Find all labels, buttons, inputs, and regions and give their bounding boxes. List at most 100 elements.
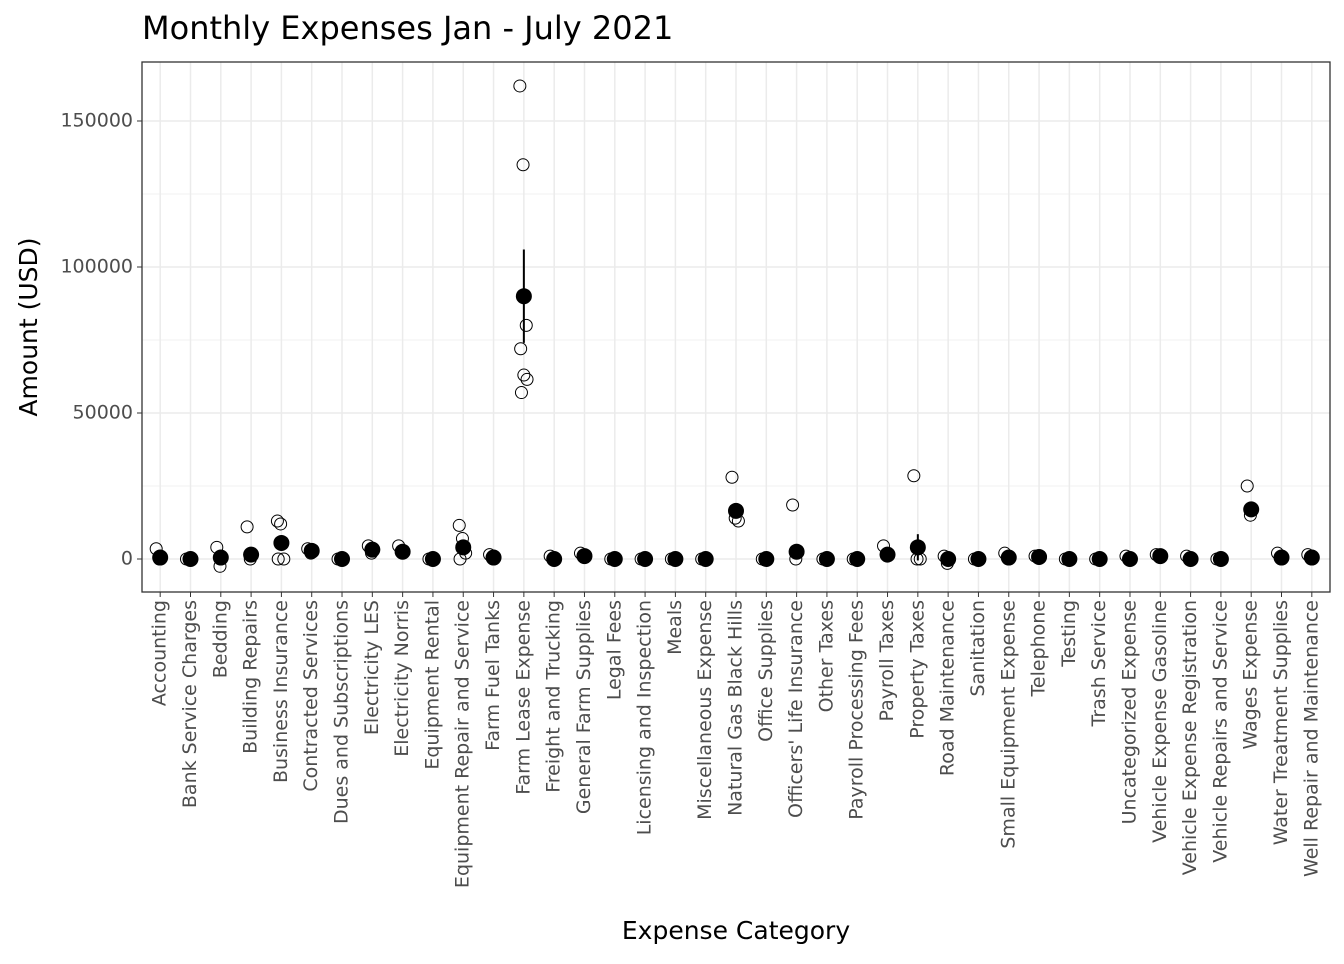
- x-tick-label: Small Equipment Expense: [997, 600, 1019, 849]
- mean-point: [546, 551, 563, 568]
- observation-point: [274, 517, 288, 531]
- x-tick-label: Uncategorized Expense: [1118, 600, 1140, 824]
- y-tick-label: 100000: [60, 255, 133, 277]
- observation-point: [270, 514, 284, 528]
- x-tick-label: Equipment Rental: [421, 600, 443, 770]
- x-tick-label: Telephone: [1028, 600, 1050, 698]
- x-tick-label: Legal Fees: [603, 600, 625, 700]
- mean-point: [970, 551, 987, 568]
- x-tick-label: General Farm Supplies: [573, 600, 595, 814]
- x-tick-label: Property Taxes: [906, 600, 928, 739]
- mean-point: [576, 548, 593, 565]
- mean-point: [1061, 551, 1078, 568]
- mean-point: [728, 502, 744, 519]
- x-tick-label: Office Supplies: [755, 600, 777, 742]
- x-tick-label: Business Insurance: [270, 600, 292, 783]
- x-tick-label: Farm Fuel Tanks: [482, 600, 504, 751]
- observation-point: [786, 498, 800, 512]
- observation-point: [514, 342, 528, 356]
- x-tick-label: Well Repair and Maintenance: [1300, 600, 1322, 877]
- mean-point: [334, 551, 351, 568]
- mean-point: [273, 534, 290, 551]
- x-tick-label: Equipment Repair and Service: [452, 600, 474, 888]
- mean-point: [667, 551, 684, 568]
- y-tick-label: 150000: [60, 109, 133, 131]
- y-axis-title: Amount (USD): [14, 237, 43, 416]
- mean-point: [303, 542, 320, 559]
- mean-point: [515, 288, 532, 305]
- mean-point: [364, 541, 381, 558]
- x-tick-label: Vehicle Expense Registration: [1179, 600, 1201, 875]
- x-tick-label: Other Taxes: [815, 600, 837, 712]
- mean-point: [637, 551, 654, 568]
- mean-point: [1000, 549, 1017, 566]
- x-tick-label: Sanitation: [967, 600, 989, 697]
- mean-point: [940, 551, 957, 568]
- mean-point: [849, 551, 866, 568]
- x-tick-label: Natural Gas Black Hills: [725, 600, 747, 816]
- mean-point: [485, 549, 502, 566]
- mean-point: [1182, 551, 1199, 568]
- observation-point: [452, 518, 466, 532]
- observation-point: [514, 386, 528, 400]
- mean-point: [152, 549, 169, 566]
- observation-point: [271, 552, 285, 566]
- mean-point: [394, 543, 411, 560]
- observation-point: [725, 470, 739, 484]
- mean-point: [1303, 549, 1320, 566]
- y-tick-label: 50000: [73, 401, 133, 423]
- mean-point: [788, 543, 805, 560]
- mean-point: [909, 539, 926, 556]
- x-tick-label: Accounting: [149, 600, 171, 706]
- x-tick-label: Electricity Norris: [391, 600, 413, 757]
- mean-point: [243, 546, 260, 563]
- x-tick-label: Road Maintenance: [937, 600, 959, 776]
- mean-point: [697, 551, 714, 568]
- mean-point: [1121, 551, 1138, 568]
- x-tick-label: Miscellaneous Expense: [694, 600, 716, 820]
- mean-point: [758, 551, 775, 568]
- mean-point: [1243, 501, 1260, 518]
- mean-point: [1031, 548, 1048, 565]
- x-tick-label: Licensing and Inspection: [634, 600, 656, 835]
- mean-point: [455, 539, 472, 556]
- observation-point: [517, 368, 531, 382]
- x-axis-title: Expense Category: [622, 916, 850, 945]
- x-tick-label: Testing: [1058, 600, 1080, 668]
- observation-point: [520, 372, 534, 386]
- x-tick-label: Trash Service: [1088, 600, 1110, 727]
- x-tick-label: Contracted Services: [300, 600, 322, 792]
- mean-point: [1212, 551, 1229, 568]
- observation-point: [1240, 479, 1254, 493]
- x-tick-label: Officers' Life Insurance: [785, 600, 807, 818]
- x-tick-label: Farm Lease Expense: [512, 600, 534, 795]
- chart-title: Monthly Expenses Jan - July 2021: [142, 9, 673, 47]
- mean-point: [182, 551, 199, 568]
- observation-point: [240, 520, 254, 534]
- x-tick-label: Freight and Trucking: [543, 600, 565, 793]
- observation-point: [907, 469, 921, 483]
- mean-point: [606, 551, 623, 568]
- mean-point: [879, 546, 896, 563]
- y-tick-label: 0: [121, 548, 133, 570]
- x-tick-label: Meals: [664, 600, 686, 655]
- observation-point: [516, 158, 530, 172]
- x-tick-label: Electricity LES: [361, 600, 383, 735]
- x-tick-label: Bedding: [209, 600, 231, 678]
- x-tick-label: Water Treatment Supplies: [1270, 600, 1292, 845]
- x-tick-label: Vehicle Repairs and Service: [1209, 600, 1231, 863]
- observation-point: [513, 79, 527, 93]
- mean-point: [818, 551, 835, 568]
- x-tick-label: Bank Service Charges: [179, 600, 201, 808]
- x-tick-label: Payroll Processing Fees: [846, 600, 868, 820]
- x-tick-label: Vehicle Expense Gasoline: [1149, 600, 1171, 843]
- mean-point: [1273, 549, 1290, 566]
- x-tick-label: Payroll Taxes: [876, 600, 898, 721]
- x-tick-label: Dues and Subscriptions: [331, 600, 353, 824]
- mean-point: [212, 549, 229, 566]
- observation-point: [277, 552, 291, 566]
- observation-point: [519, 318, 533, 332]
- x-tick-label: Wages Expense: [1240, 600, 1262, 750]
- mean-point: [1152, 548, 1169, 565]
